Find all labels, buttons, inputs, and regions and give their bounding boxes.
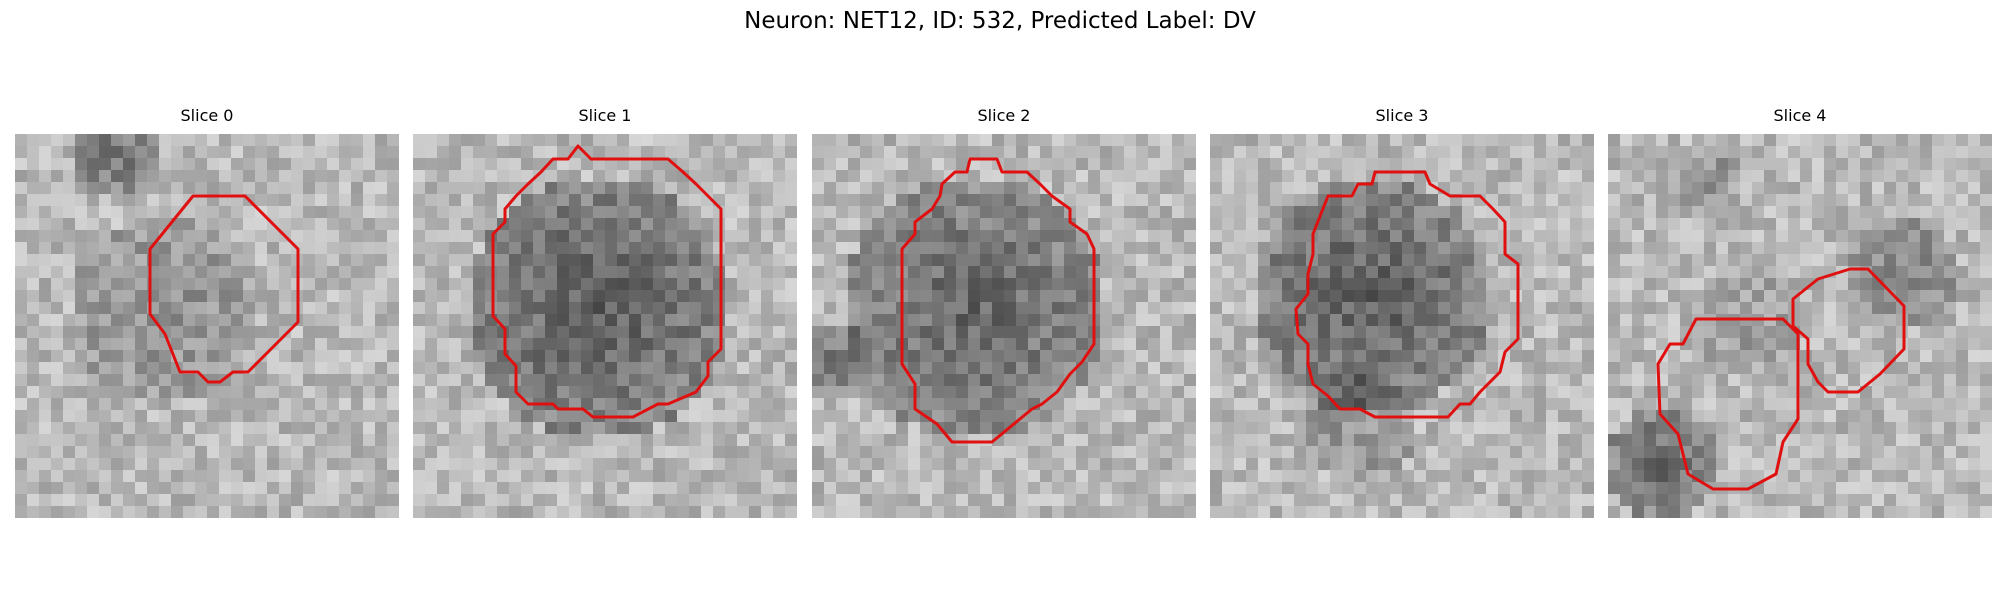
slice-title: Slice 3 (1375, 106, 1429, 125)
roi-contour-right (1791, 267, 1906, 394)
slice-image (1608, 134, 1992, 518)
slice-image (413, 134, 797, 518)
slice-image-svg (1210, 134, 1594, 518)
slice-title: Slice 4 (1773, 106, 1827, 125)
roi-contour (1294, 170, 1520, 419)
figure-title: Neuron: NET12, ID: 532, Predicted Label:… (744, 8, 1256, 34)
slice-image (1210, 134, 1594, 518)
slice-image (15, 134, 399, 518)
slice-title: Slice 2 (977, 106, 1031, 125)
slice-title: Slice 0 (180, 106, 234, 125)
slice-image-svg (812, 134, 1196, 518)
slice-image-svg (413, 134, 797, 518)
slice-image-svg (1608, 134, 1992, 518)
roi-contour (491, 144, 723, 419)
roi-contour (900, 157, 1096, 444)
slice-title: Slice 1 (578, 106, 632, 125)
slice-image (812, 134, 1196, 518)
roi-contour (148, 194, 300, 384)
roi-contour-left (1656, 317, 1800, 491)
slice-image-svg (15, 134, 399, 518)
